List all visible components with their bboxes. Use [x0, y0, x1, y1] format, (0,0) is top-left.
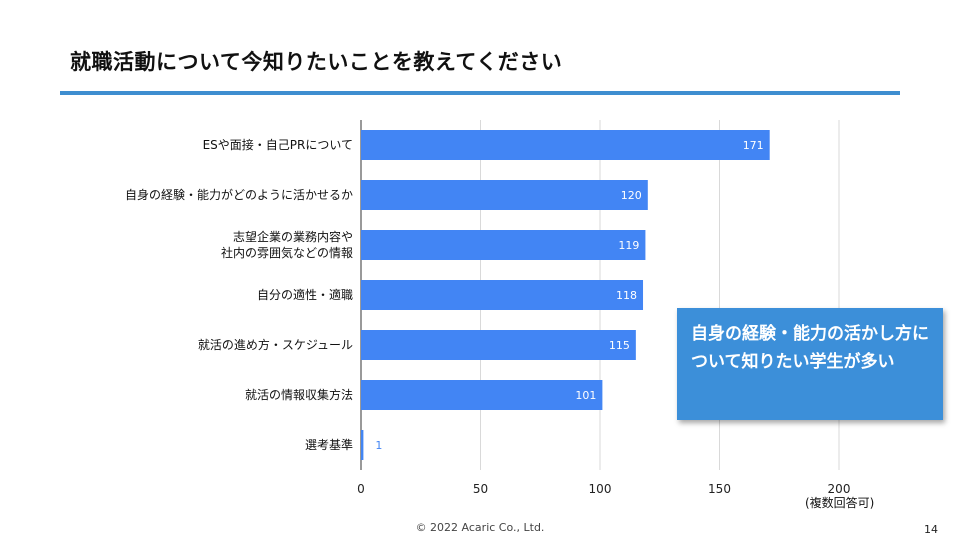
bar — [361, 380, 603, 410]
bar — [361, 280, 644, 310]
x-tick-label: 50 — [473, 482, 488, 496]
callout-box: 自身の経験・能力の活かし方について知りたい学生が多い — [677, 308, 943, 420]
bar — [361, 180, 648, 210]
bar-value-label: 115 — [609, 339, 630, 352]
multiple-answers-note: (複数回答可) — [805, 496, 875, 510]
bar-value-label: 101 — [575, 389, 596, 402]
copyright-footer: © 2022 Acaric Co., Ltd. — [415, 521, 545, 534]
category-label: 選考基準 — [305, 437, 353, 452]
category-label: 自分の適性・適職 — [257, 287, 353, 302]
bar-value-label: 118 — [616, 289, 637, 302]
category-label: 自身の経験・能力がどのように活かせるか — [125, 187, 353, 202]
x-tick-label: 100 — [589, 482, 612, 496]
bar-value-label: 120 — [621, 189, 642, 202]
bar-value-label: 119 — [618, 239, 639, 252]
bar — [361, 230, 646, 260]
x-tick-label: 200 — [828, 482, 851, 496]
category-label: 就活の進め方・スケジュール — [198, 337, 353, 352]
x-tick-label: 150 — [708, 482, 731, 496]
bar — [361, 430, 364, 460]
x-tick-label: 0 — [357, 482, 365, 496]
category-label: 志望企業の業務内容や — [233, 229, 353, 244]
title-underline — [60, 91, 900, 95]
page-number: 14 — [924, 523, 938, 536]
bar-value-label: 1 — [375, 439, 382, 452]
bar — [361, 330, 636, 360]
category-label: ESや面接・自己PRについて — [203, 137, 353, 152]
category-label: 社内の雰囲気などの情報 — [221, 245, 353, 260]
bar — [361, 130, 770, 160]
bar-value-label: 171 — [743, 139, 764, 152]
category-label: 就活の情報収集方法 — [245, 387, 353, 402]
slide-title: 就職活動について今知りたいことを教えてください — [70, 50, 563, 74]
